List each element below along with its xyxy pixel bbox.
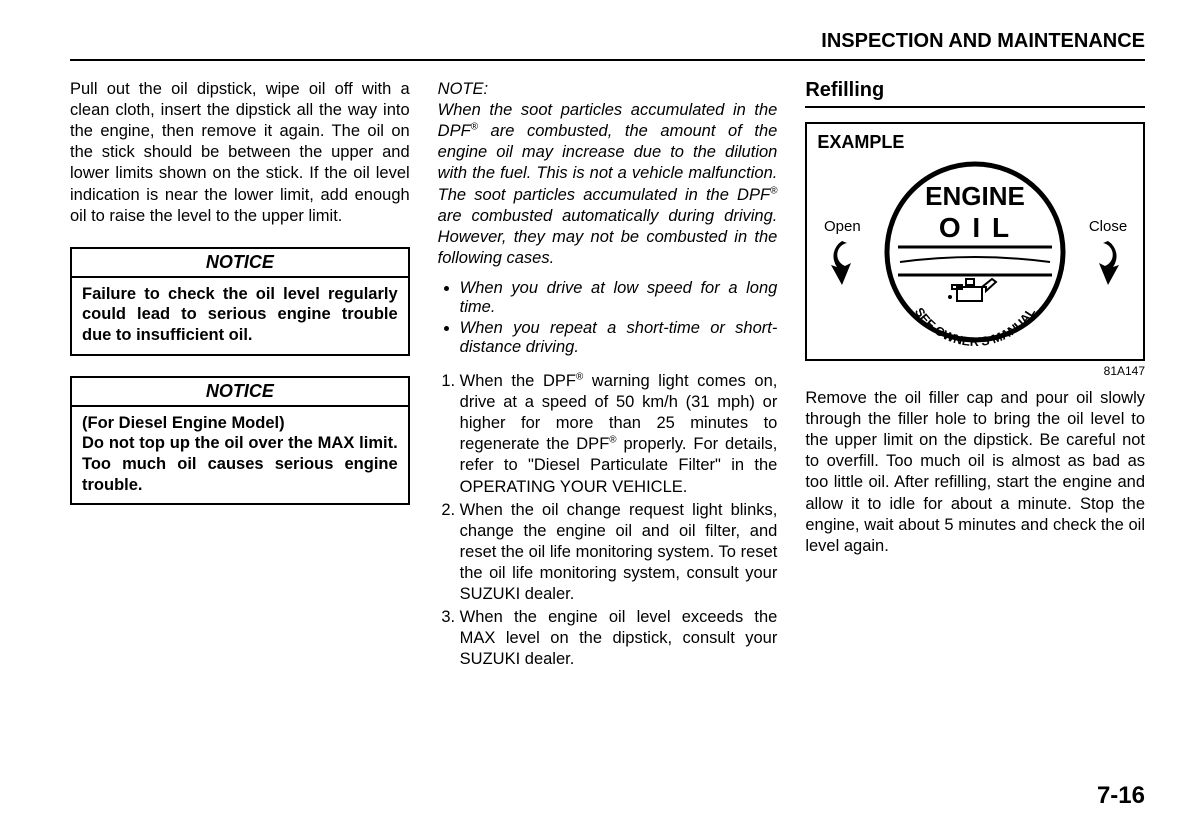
refill-paragraph: Remove the oil filler cap and pour oil s… [805, 388, 1145, 557]
page-number: 7-16 [1097, 782, 1145, 810]
arrow-close-icon [1095, 239, 1121, 287]
open-text: Open [824, 218, 861, 235]
bullet-list: When you drive at low speed for a long t… [438, 279, 778, 357]
reg-mark: ® [471, 122, 478, 133]
column-3: Refilling EXAMPLE Open ENGINE O I L [805, 79, 1145, 673]
list-item: When the DPF® warning light comes on, dr… [460, 371, 778, 498]
close-label: Close [1083, 218, 1133, 287]
oil-cap-icon: ENGINE O I L [880, 157, 1070, 347]
figure-number: 81A147 [805, 364, 1145, 378]
cap-text-2: O I L [939, 212, 1011, 243]
example-figure: EXAMPLE Open ENGINE O I L [805, 122, 1145, 361]
open-label: Open [817, 218, 867, 287]
arrow-open-icon [829, 239, 855, 287]
content-columns: Pull out the oil dipstick, wipe oil off … [70, 79, 1145, 673]
reg-mark: ® [609, 435, 616, 446]
cap-diagram-row: Open ENGINE O I L [817, 157, 1133, 347]
notice-title: NOTICE [72, 378, 408, 407]
note-text-c: are combusted automatically during drivi… [438, 207, 778, 267]
numbered-list: When the DPF® warning light comes on, dr… [438, 371, 778, 671]
close-text: Close [1089, 218, 1127, 235]
bullet-item: When you repeat a short-time or short-di… [460, 319, 778, 357]
notice-text: Do not top up the oil over the MAX limit… [82, 434, 398, 493]
note-body: When the soot particles accumulated in t… [438, 100, 778, 269]
notice-title: NOTICE [72, 249, 408, 278]
reg-mark: ® [770, 185, 777, 196]
note-label: NOTE: [438, 79, 778, 100]
page-header: INSPECTION AND MAINTENANCE [70, 30, 1145, 61]
list-item: When the oil change request light blinks… [460, 500, 778, 606]
cap-curve-text: SEE OWNER'S MANUAL [912, 305, 1038, 347]
notice-subhead: (For Diesel Engine Model) [82, 414, 285, 432]
notice-box-1: NOTICE Failure to check the oil level re… [70, 247, 410, 356]
notice-body: (For Diesel Engine Model) Do not top up … [72, 407, 408, 504]
oil-can-icon [948, 279, 996, 301]
intro-paragraph: Pull out the oil dipstick, wipe oil off … [70, 79, 410, 227]
column-1: Pull out the oil dipstick, wipe oil off … [70, 79, 410, 673]
column-2: NOTE: When the soot particles accumulate… [438, 79, 778, 673]
example-label: EXAMPLE [817, 132, 1133, 153]
section-title: Refilling [805, 79, 1145, 108]
notice-box-2: NOTICE (For Diesel Engine Model) Do not … [70, 376, 410, 506]
cap-text-1: ENGINE [925, 181, 1025, 211]
notice-body: Failure to check the oil level regularly… [72, 278, 408, 354]
bullet-item: When you drive at low speed for a long t… [460, 279, 778, 317]
note-text-b: are combusted, the amount of the engine … [438, 122, 778, 203]
list-item: When the engine oil level exceeds the MA… [460, 607, 778, 670]
li-text-a: When the DPF [460, 372, 576, 390]
